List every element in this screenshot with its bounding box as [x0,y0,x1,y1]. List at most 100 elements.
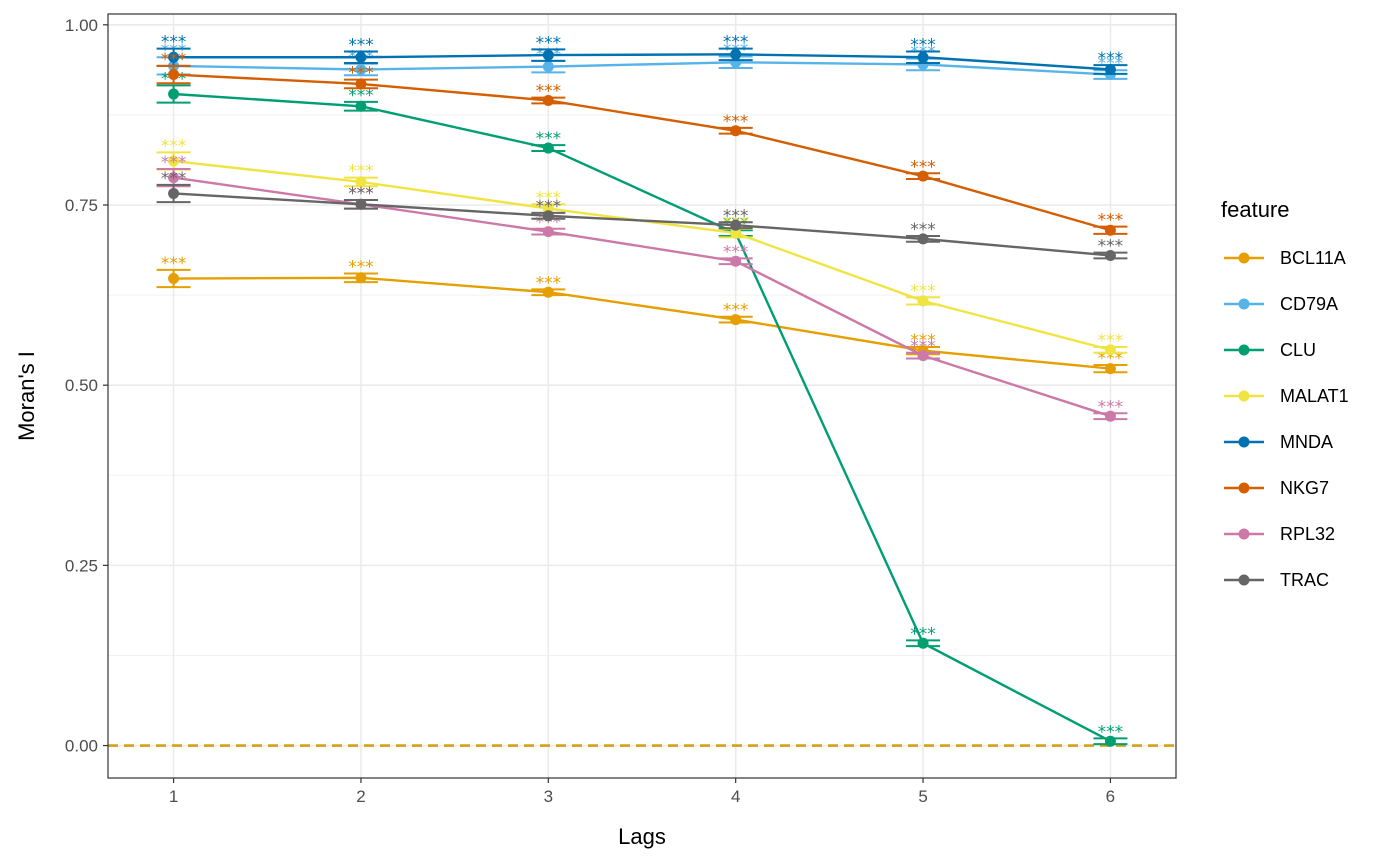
x-tick-label: 1 [169,787,178,806]
legend-item-cd79a: CD79A [1224,294,1338,314]
y-tick-label: 0.50 [65,376,98,395]
data-point [168,88,180,100]
significance-label: *** [910,331,936,351]
series-line [173,276,1111,370]
series-line [173,73,1111,232]
data-point [917,637,929,649]
series-bcl11a: *** *************** [156,254,1128,375]
data-point [542,142,554,154]
significance-label: *** [536,82,562,102]
legend-key-point [1238,344,1250,356]
data-point [730,48,742,60]
legend-key-point [1238,574,1250,586]
significance-label: *** [1098,722,1124,742]
x-tick-label: 6 [1106,787,1115,806]
data-point [168,273,180,285]
data-point [917,233,929,245]
significance-label: *** [910,157,936,177]
data-point [1104,735,1116,747]
data-point [1104,224,1116,236]
legend-key-point [1238,390,1250,402]
significance-label: *** [1098,49,1124,69]
data-point [1104,410,1116,422]
data-point [917,51,929,63]
legend-item-malat1: MALAT1 [1224,386,1349,406]
series-trac: ********* ********* [156,169,1128,261]
y-tick-label: 0.00 [65,737,98,756]
data-point [1104,363,1116,375]
significance-label: *** [348,162,374,182]
data-point [917,170,929,182]
significance-label: *** [723,112,749,132]
data-point [355,272,367,284]
legend-label: MNDA [1280,432,1333,452]
legend: feature BCL11A CD79A CLU MALAT1 MNDA NKG7 RPL3… [1221,197,1349,590]
significance-label: *** [536,273,562,293]
significance-label: *** [1098,211,1124,231]
series-clu: ****************** [156,69,1128,747]
significance-label: *** [536,129,562,149]
significance-label: *** [161,254,187,274]
legend-key-point [1238,436,1250,448]
data-point [355,51,367,63]
legend-label: MALAT1 [1280,386,1349,406]
data-point [542,286,554,298]
legend-key-point [1238,298,1250,310]
legend-label: RPL32 [1280,524,1335,544]
legend-item-trac: TRAC [1224,570,1329,590]
significance-label: *** [723,301,749,321]
significance-label: *** [536,197,562,217]
legend-item-rpl32: RPL32 [1224,524,1335,544]
y-tick-label: 0.75 [65,196,98,215]
significance-label: *** [348,86,374,106]
significance-label: *** [910,337,936,357]
series-nkg7: ****************** [156,50,1128,236]
data-point [730,314,742,326]
data-point [355,63,367,75]
data-point [730,125,742,137]
significance-label: *** [348,184,374,204]
data-point [917,350,929,362]
series-line [173,176,1111,418]
data-point [917,295,929,307]
significance-label: *** [723,206,749,226]
x-tick-label: 3 [544,787,553,806]
legend-item-nkg7: NKG7 [1224,478,1329,498]
series-line [173,53,1111,71]
series-line [173,192,1111,257]
significance-label: *** [723,33,749,53]
data-point [168,51,180,63]
data-point [542,49,554,61]
significance-label: *** [161,169,187,189]
data-point [1104,249,1116,261]
significance-label: *** [1098,237,1124,257]
y-axis-title: Moran's I [14,351,39,441]
series-line [173,92,1111,743]
data-point [355,176,367,188]
data-point [730,255,742,267]
legend-key-point [1238,252,1250,264]
data-point [168,69,180,81]
legend-label: TRAC [1280,570,1329,590]
significance-label: *** [536,188,562,208]
data-point [355,78,367,90]
significance-label: *** [536,33,562,53]
panel-border [107,13,1177,779]
significance-label: *** [348,64,374,84]
significance-label: *** [348,257,374,277]
significance-label: *** [910,281,936,301]
legend-label: CD79A [1280,294,1338,314]
legend-label: NKG7 [1280,478,1329,498]
significance-label: *** [1098,331,1124,351]
data-point [542,226,554,238]
data-point [168,187,180,199]
data-point [1104,63,1116,75]
significance-label: *** [910,220,936,240]
series-rpl32: ****************** [156,153,1128,422]
significance-label: *** [910,624,936,644]
significance-label: *** [161,50,187,70]
y-tick-label: 0.25 [65,556,98,575]
legend-title: feature [1221,197,1290,222]
